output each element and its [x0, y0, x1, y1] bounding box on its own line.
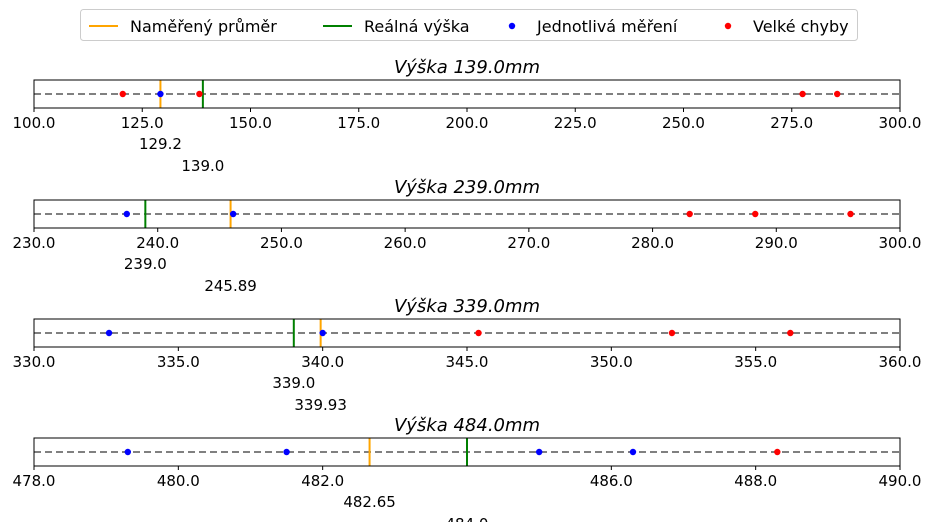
x-tick-label: 225.0: [554, 114, 597, 132]
x-tick-label: 300.0: [879, 114, 922, 132]
x-tick-label: 125.0: [121, 114, 164, 132]
error-point: [834, 90, 841, 98]
x-tick-label: 275.0: [770, 114, 813, 132]
legend-item: Naměřený průměr: [89, 17, 277, 36]
legend-item: Jednotlivá měření: [508, 17, 678, 36]
x-tick-label: 350.0: [590, 353, 633, 371]
mean-value-label: 339.93: [294, 396, 347, 414]
measurement-point: [157, 90, 164, 98]
x-tick-label: 300.0: [879, 234, 922, 252]
x-tick-label: 230.0: [13, 234, 56, 252]
x-tick-label: 250.0: [662, 114, 705, 132]
x-tick-label: 488.0: [734, 472, 777, 490]
error-point: [799, 90, 806, 98]
error-point: [686, 210, 693, 218]
error-point: [774, 448, 781, 456]
x-tick-label: 482.0: [301, 472, 344, 490]
mean-value-label: 245.89: [204, 277, 257, 295]
error-point: [787, 329, 794, 337]
error-point: [196, 90, 203, 98]
chart-panel: Výška 339.0mm 330.0 335.0 340.0 345.0 350.0 35…: [13, 296, 922, 414]
x-tick-label: 200.0: [446, 114, 489, 132]
x-tick-label: 280.0: [631, 234, 674, 252]
legend-item: Velké chyby: [724, 17, 849, 36]
x-tick-label: 340.0: [301, 353, 344, 371]
x-tick-label: 360.0: [879, 353, 922, 371]
error-point: [475, 329, 482, 337]
x-tick-label: 100.0: [13, 114, 56, 132]
legend: Naměřený průměr Reálná výška Jednotlivá mě…: [80, 9, 858, 41]
x-tick-label: 175.0: [337, 114, 380, 132]
error-point: [752, 210, 759, 218]
measurement-point: [229, 210, 237, 218]
legend-label: Jednotlivá měření: [536, 17, 678, 36]
legend-label: Reálná výška: [364, 17, 470, 36]
error-point: [668, 329, 676, 337]
real-value-label: 239.0: [124, 255, 167, 273]
mean-value-label: 482.65: [343, 493, 396, 511]
panel-title: Výška 484.0mm: [394, 415, 540, 436]
x-tick-label: 260.0: [384, 234, 427, 252]
chart-panel: Výška 239.0mm 230.0 240.0 250.0 260.0 270.0 28…: [13, 177, 922, 295]
panel-title: Výška 139.0mm: [394, 57, 540, 78]
x-tick-label: 330.0: [13, 353, 56, 371]
real-value-label: 484.0: [446, 515, 489, 522]
x-tick-label: 355.0: [734, 353, 777, 371]
real-value-label: 339.0: [272, 374, 315, 392]
x-tick-label: 240.0: [136, 234, 179, 252]
measurement-point: [105, 329, 113, 337]
legend-dot-swatch: [724, 22, 732, 30]
x-tick-label: 480.0: [157, 472, 200, 490]
measurement-point: [629, 448, 637, 456]
panel-title: Výška 239.0mm: [394, 177, 540, 198]
legend-frame: [80, 9, 858, 41]
x-tick-label: 490.0: [879, 472, 922, 490]
panel-title: Výška 339.0mm: [394, 296, 540, 317]
error-point: [119, 90, 126, 98]
measurement-point: [283, 448, 290, 456]
chart-panel: Výška 139.0mm 100.0 125.0 150.0 175.0 200.0 22…: [13, 57, 922, 175]
x-tick-label: 150.0: [229, 114, 272, 132]
legend-label: Naměřený průměr: [130, 17, 277, 36]
x-tick-label: 345.0: [446, 353, 489, 371]
measurement-point: [124, 448, 132, 456]
chart-panels: Výška 139.0mm 100.0 125.0 150.0 175.0 200.0 22…: [13, 57, 922, 522]
x-tick-label: 335.0: [157, 353, 200, 371]
x-tick-label: 486.0: [590, 472, 633, 490]
x-tick-label: 290.0: [755, 234, 798, 252]
legend-item: Reálná výška: [323, 17, 470, 36]
real-value-label: 139.0: [181, 157, 224, 175]
panel-frame: [33, 199, 901, 229]
measurement-point: [535, 448, 543, 456]
legend-dot-swatch: [508, 22, 516, 30]
x-tick-label: 270.0: [507, 234, 550, 252]
x-tick-label: 478.0: [13, 472, 56, 490]
measurement-point: [123, 210, 130, 218]
measurement-point: [319, 329, 326, 337]
x-tick-label: 250.0: [260, 234, 303, 252]
panel-frame: [33, 437, 901, 467]
mean-value-label: 129.2: [139, 135, 182, 153]
chart-panel: Výška 484.0mm 478.0 480.0 482.0 486.0 488.0 49…: [13, 415, 922, 522]
legend-label: Velké chyby: [753, 17, 849, 36]
error-point: [847, 210, 854, 218]
